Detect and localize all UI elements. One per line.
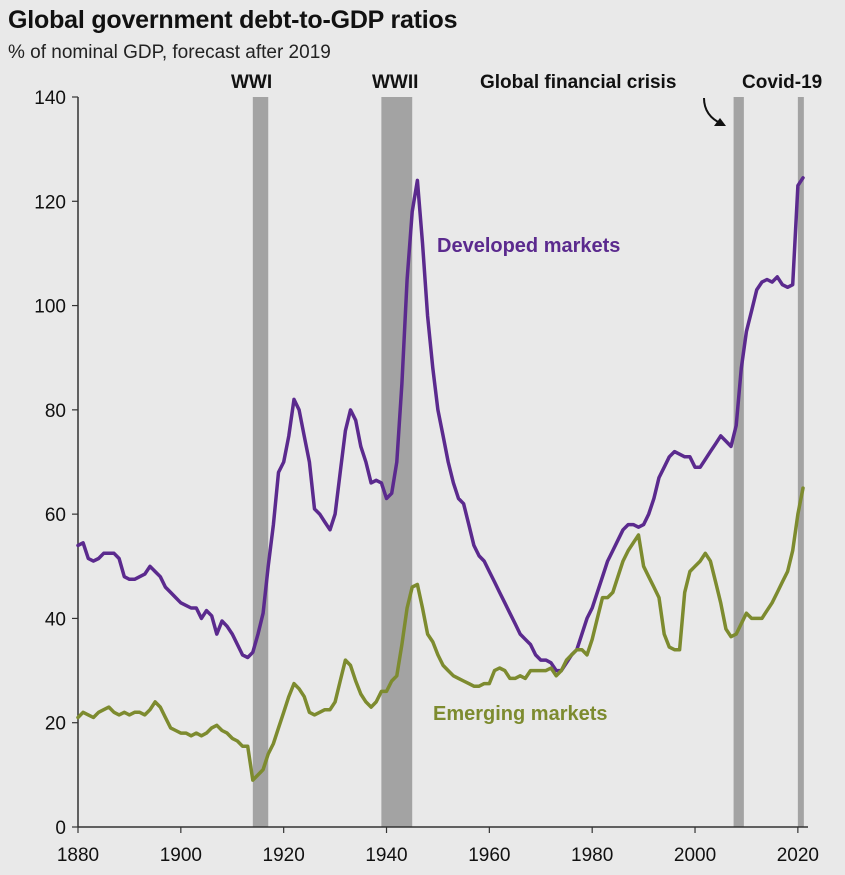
- y-tick-label: 120: [34, 192, 66, 213]
- x-tick-label: 1880: [57, 845, 99, 866]
- y-tick-label: 140: [34, 88, 66, 109]
- x-tick-label: 1960: [468, 845, 510, 866]
- series-lines: [76, 176, 805, 782]
- axes: 0 20 40 60 80 100 120 140 1880 1900 1920 1940 1960 19…: [34, 88, 819, 866]
- shaded-period-wwi: [252, 97, 269, 827]
- y-tick-label: 60: [45, 505, 66, 526]
- y-tick-label: 80: [45, 401, 66, 422]
- event-label-wwii: WWII: [372, 72, 418, 93]
- y-tick-label: 0: [55, 818, 66, 839]
- shaded-period-covid-19: [797, 97, 804, 827]
- shaded-periods: [252, 97, 804, 827]
- event-label-wwi: WWI: [231, 72, 272, 93]
- chart-labels: WWI WWII Global financial crisis Covid-1…: [231, 72, 822, 725]
- x-tick-label: 1940: [365, 845, 407, 866]
- series-label-emerging-markets: Emerging markets: [433, 703, 608, 725]
- shaded-period-global-financial-crisis: [733, 97, 744, 827]
- series-line-emerging-markets: [76, 486, 805, 782]
- series-label-developed-markets: Developed markets: [437, 235, 620, 257]
- y-tick-label: 20: [45, 714, 66, 735]
- y-tick-label: 40: [45, 609, 66, 630]
- x-tick-label: 1980: [571, 845, 613, 866]
- chart-subtitle: % of nominal GDP, forecast after 2019: [8, 42, 331, 63]
- x-tick-label: 2000: [674, 845, 716, 866]
- series-line-developed-markets: [76, 176, 805, 673]
- x-tick-label: 1900: [160, 845, 202, 866]
- y-tick-label: 100: [34, 297, 66, 318]
- gfc-arrowhead: [714, 118, 726, 126]
- x-tick-label: 1920: [263, 845, 305, 866]
- x-tick-label: 2020: [777, 845, 819, 866]
- event-label-covid-19: Covid-19: [742, 72, 822, 93]
- chart-title: Global government debt-to-GDP ratios: [8, 6, 458, 34]
- event-label-global-financial-crisis: Global financial crisis: [480, 72, 676, 93]
